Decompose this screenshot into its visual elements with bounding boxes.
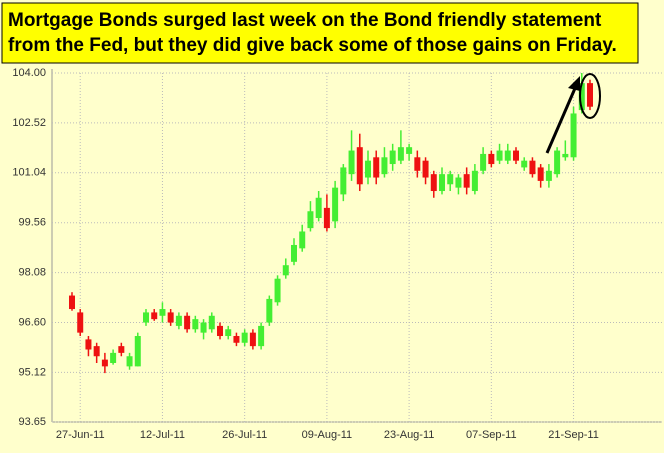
y-tick-label: 102.52 <box>12 117 46 129</box>
candle-body <box>93 346 100 357</box>
candle-body <box>151 312 158 320</box>
x-tick-label: 09-Aug-11 <box>302 429 353 441</box>
candle-body <box>69 295 75 310</box>
candle-body <box>249 332 256 347</box>
candle-body <box>241 332 248 343</box>
x-tick-label: 26-Jul-11 <box>222 429 267 441</box>
candle-body <box>159 309 166 316</box>
candle-body <box>85 339 92 350</box>
candle-body <box>110 352 117 363</box>
candle-body <box>77 312 84 333</box>
candle-body <box>274 278 281 303</box>
candle-body <box>299 231 306 249</box>
candle-body <box>101 359 108 367</box>
candle-body <box>496 150 503 161</box>
highlight-ellipse <box>579 73 601 119</box>
candle-body <box>126 356 133 367</box>
candle-body <box>554 150 561 175</box>
candle-body <box>537 167 544 181</box>
candle-body <box>134 336 141 367</box>
candle-body <box>340 167 347 195</box>
candle-body <box>315 197 322 218</box>
x-tick-label: 21-Sep-11 <box>548 429 599 441</box>
y-tick-label: 101.04 <box>12 167 46 179</box>
title-box <box>1 2 639 64</box>
y-tick-label: 95.12 <box>18 366 46 378</box>
candle-body <box>373 157 380 178</box>
candle-body <box>578 83 585 111</box>
candle-body <box>389 150 396 165</box>
candle-body <box>200 322 207 333</box>
candle-body <box>488 153 495 165</box>
candle-body <box>587 83 593 107</box>
candle-body <box>562 153 569 158</box>
candle-body <box>233 336 240 343</box>
y-tick-label: 93.65 <box>18 416 46 428</box>
candle-body <box>348 150 355 175</box>
candle-body <box>184 315 191 330</box>
candle-body <box>282 265 289 276</box>
x-tick-label: 23-Aug-11 <box>384 429 435 441</box>
candle-body <box>323 207 330 229</box>
candle-body <box>143 312 149 323</box>
candle-body <box>118 346 125 353</box>
arrow-head <box>568 76 580 91</box>
candle-body <box>513 150 519 161</box>
candle-body <box>406 147 413 154</box>
candle-body <box>455 177 462 188</box>
candle-body <box>365 160 371 178</box>
x-tick-label: 27-Jun-11 <box>56 429 105 441</box>
candle-body <box>430 174 437 192</box>
candle-body <box>439 174 445 192</box>
candle-body <box>175 315 182 326</box>
y-tick-label: 99.56 <box>18 217 46 229</box>
candle-body <box>414 157 421 171</box>
candle-body <box>266 298 273 323</box>
candle-body <box>471 170 478 192</box>
candle-body <box>529 160 536 175</box>
y-tick-label: 98.08 <box>18 267 46 279</box>
candle-body <box>521 160 528 168</box>
candle-body <box>397 147 404 161</box>
candle-body <box>225 329 232 337</box>
x-tick-label: 07-Sep-11 <box>466 429 517 441</box>
candle-body <box>167 312 174 323</box>
candle-body <box>480 153 487 171</box>
arrow <box>545 85 578 154</box>
candle-body <box>192 319 199 330</box>
candle-body <box>332 187 339 222</box>
candle-body <box>356 147 363 185</box>
candle-body <box>422 160 429 178</box>
candle-body <box>447 174 454 185</box>
candle-body <box>504 150 511 161</box>
y-tick-label: 96.60 <box>18 316 46 328</box>
chart-title: Mortgage Bonds surged last week on the B… <box>8 10 602 31</box>
plot-area: 93.65 95.12 96.60 98.08 99.56 101.04 102.52 104… <box>12 67 662 441</box>
candle-body <box>217 325 223 337</box>
candle-body <box>570 113 577 158</box>
candle-body <box>208 315 215 330</box>
candle-body <box>545 170 552 181</box>
candle-body <box>307 211 314 229</box>
chart-title: from the Fed, but they did give back som… <box>8 35 617 56</box>
candle-body <box>258 325 265 347</box>
candle-body <box>463 174 470 188</box>
x-tick-label: 12-Jul-11 <box>140 429 185 441</box>
candle-body <box>291 244 297 262</box>
y-tick-label: 104.00 <box>12 67 46 79</box>
candle-body <box>381 157 388 175</box>
